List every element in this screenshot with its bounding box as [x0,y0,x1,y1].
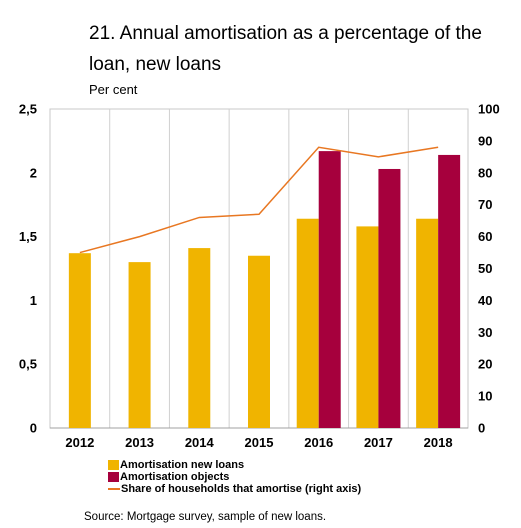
right-axis-tick-label: 60 [478,229,492,244]
left-axis-tick-label: 1 [30,293,37,308]
legend-item-objects: Amortisation objects [108,471,361,483]
right-axis-tick-label: 20 [478,357,492,372]
legend-swatch-objects [108,472,119,482]
right-axis-tick-label: 0 [478,421,485,436]
bar-new-loans [68,253,91,428]
right-axis-tick-label: 50 [478,261,492,276]
bar-new-loans [248,255,270,428]
bar-amortisation-objects [438,154,461,428]
legend-label-new-loans: Amortisation new loans [120,459,245,471]
left-axis-tick-label: 2 [30,165,37,180]
chart-title: 21. Annual amortisation as a percentage … [89,23,482,75]
right-axis-tick-label: 70 [478,197,492,212]
bar-new-loans [296,218,319,428]
right-axis-tick-label: 80 [478,165,492,180]
bar-amortisation-objects [378,168,401,429]
left-axis-tick-label: 1,5 [19,229,37,244]
category-label: 2012 [65,435,94,450]
bar-new-loans [128,262,151,428]
right-axis-tick-label: 30 [478,325,492,340]
unit-label: Per cent [89,82,138,97]
right-axis-tick-label: 10 [478,389,492,404]
category-label: 2013 [125,435,154,450]
legend-label-objects: Amortisation objects [120,471,230,483]
left-axis-tick-label: 0 [30,421,37,436]
legend-swatch-share [108,488,120,490]
left-axis-tick-label: 0,5 [19,357,37,372]
legend-label-share: Share of households that amortise (right… [121,483,362,495]
left-axis-tick-label: 2,5 [19,102,37,117]
right-axis-tick-label: 100 [478,102,500,117]
bar-new-loans [416,218,439,428]
bar-new-loans [188,248,211,428]
right-axis-tick-label: 90 [478,133,492,148]
line-share-households [79,146,439,254]
source-note: Source: Mortgage survey, sample of new l… [84,511,327,523]
legend-item-new-loans: Amortisation new loans [108,459,361,471]
category-label: 2018 [424,435,453,450]
category-label: 2015 [245,435,274,450]
right-axis-tick-label: 40 [478,293,492,308]
category-label: 2016 [304,435,333,450]
legend: Amortisation new loans Amortisation obje… [108,459,361,495]
category-label: 2014 [185,435,215,450]
legend-swatch-new-loans [108,460,119,470]
bar-amortisation-objects [318,151,341,428]
category-label: 2017 [364,435,393,450]
bar-new-loans [356,226,379,428]
legend-item-share: Share of households that amortise (right… [108,483,361,495]
